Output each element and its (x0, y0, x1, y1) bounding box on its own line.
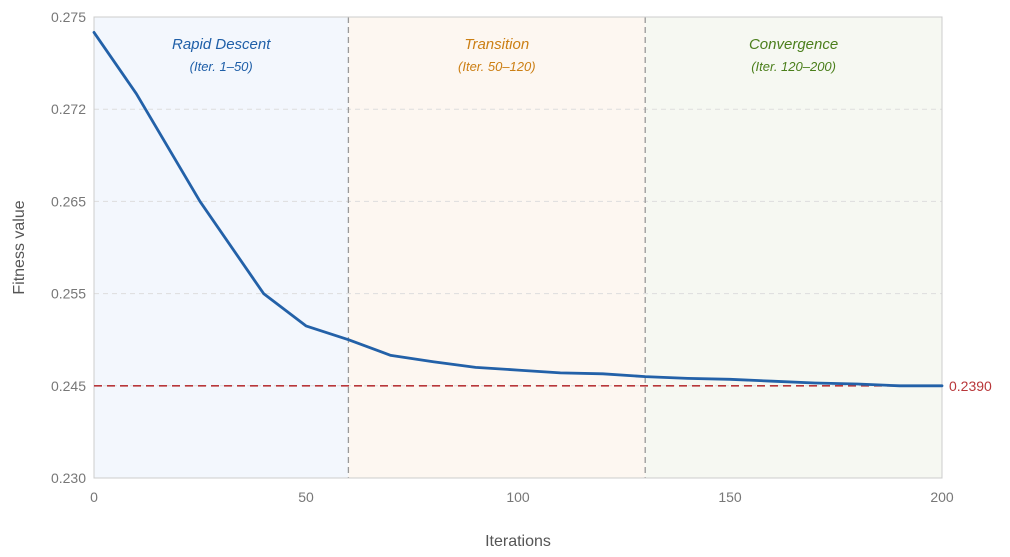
phase-subtitle: (Iter. 1–50) (190, 59, 253, 74)
x-tick-label: 100 (506, 489, 530, 505)
x-axis-ticks: 0 50 100 150 200 (90, 489, 954, 505)
phase-band (645, 17, 942, 478)
y-tick-label: 0.245 (51, 378, 86, 394)
x-tick-label: 50 (298, 489, 314, 505)
y-axis-ticks: 0.230 0.245 0.255 0.265 0.272 0.275 (51, 9, 86, 486)
phase-title: Convergence (749, 36, 838, 53)
y-axis-title: Fitness value (11, 200, 28, 294)
reference-line-group: 0.2390 (94, 378, 992, 394)
phase-labels: Rapid Descent (Iter. 1–50) Transition (Iter… (172, 36, 838, 74)
phase-subtitle: (Iter. 50–120) (458, 59, 536, 74)
phase-dividers (347, 17, 646, 478)
y-tick-label: 0.265 (51, 193, 86, 209)
x-tick-label: 150 (718, 489, 742, 505)
phase-band (348, 17, 646, 478)
plot-frame (93, 16, 943, 479)
y-tick-label: 0.255 (51, 286, 86, 302)
y-tick-label: 0.275 (51, 9, 86, 25)
reference-line-label: 0.2390 (949, 378, 992, 394)
series-group (92, 31, 944, 388)
phase-bands (94, 17, 942, 478)
x-axis-title: Iterations (485, 533, 551, 550)
phase-title: Transition (464, 36, 529, 53)
x-tick-label: 200 (930, 489, 954, 505)
x-tick-label: 0 (90, 489, 98, 505)
phase-title: Rapid Descent (172, 36, 271, 53)
fitness-series-line (92, 31, 944, 388)
y-tick-label: 0.230 (51, 470, 86, 486)
y-tick-label: 0.272 (51, 101, 86, 117)
phase-subtitle: (Iter. 120–200) (751, 59, 836, 74)
